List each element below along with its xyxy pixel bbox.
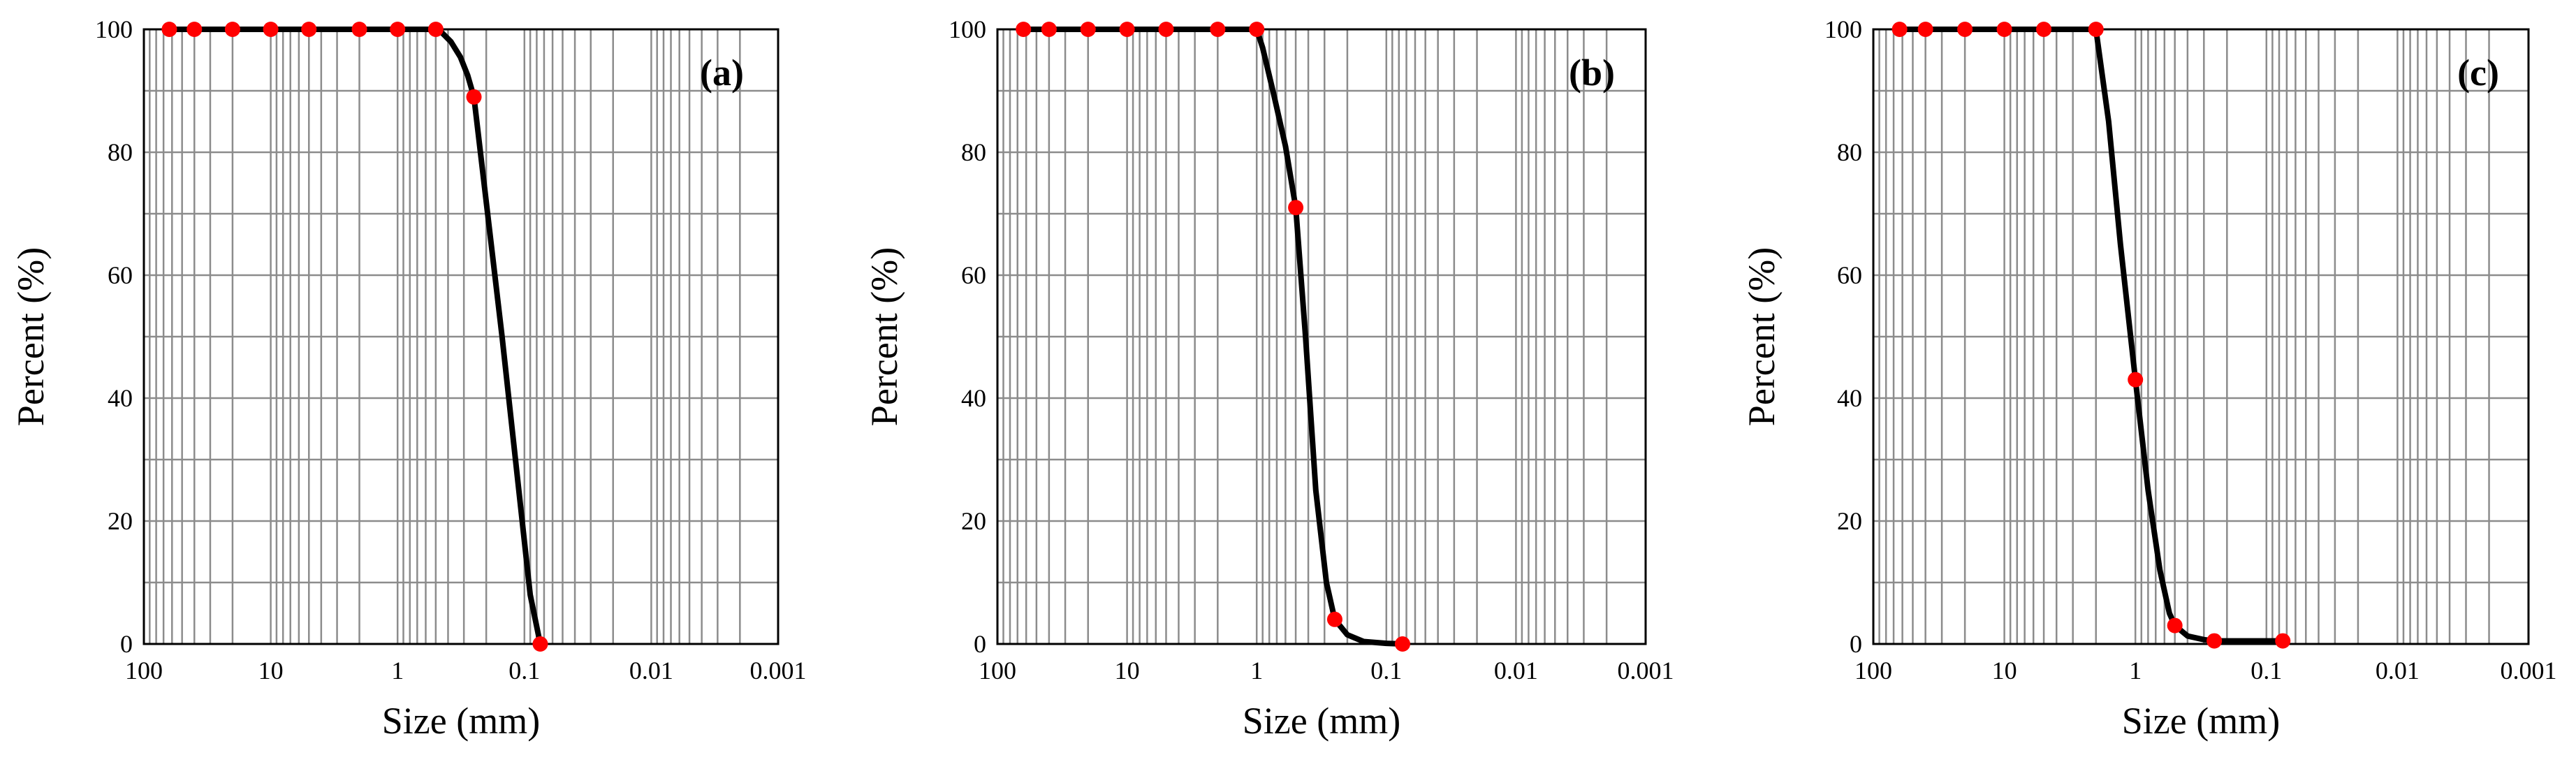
y-tick-label: 20 — [961, 507, 986, 535]
x-axis-title: Size (mm) — [2122, 700, 2280, 742]
x-tick-label: 0.1 — [508, 657, 540, 684]
data-point — [301, 22, 317, 37]
x-tick-label: 10 — [258, 657, 284, 684]
x-axis-title: Size (mm) — [1243, 700, 1400, 742]
data-point — [351, 22, 367, 37]
y-tick-label: 80 — [108, 138, 133, 166]
chart-panel-3: 100 10 1 0.1 0.01 0.001 0 20 40 60 80 100 Size (mm) P… — [1741, 15, 2557, 742]
y-axis-title: Percent (%) — [10, 247, 52, 426]
y-tick-label: 100 — [949, 15, 986, 43]
y-tick-label: 60 — [961, 261, 986, 289]
data-point — [1080, 22, 1096, 37]
horizontal-gridlines — [144, 89, 778, 584]
data-point — [1288, 200, 1304, 216]
y-tick-label: 100 — [1824, 15, 1862, 43]
x-tick-label: 1 — [2129, 657, 2142, 684]
data-point — [1326, 611, 1342, 627]
data-point — [2167, 617, 2183, 633]
plot-area-frame — [996, 28, 1647, 645]
x-tick-label: 10 — [1992, 657, 2017, 684]
data-point — [1394, 636, 1410, 652]
y-tick-label: 40 — [108, 384, 133, 412]
y-tick-label: 0 — [974, 630, 986, 658]
data-point — [2128, 372, 2144, 388]
y-tick-label: 100 — [95, 15, 133, 43]
x-axis-title: Size (mm) — [382, 700, 540, 742]
x-tick-label: 0.01 — [2376, 657, 2420, 684]
data-point — [2207, 633, 2223, 649]
x-tick-label: 100 — [1854, 657, 1892, 684]
x-tick-label: 0.01 — [1494, 657, 1538, 684]
y-tick-label: 20 — [1837, 507, 1862, 535]
x-tick-label: 0.001 — [1618, 657, 1674, 684]
y-axis-title: Percent (%) — [1741, 247, 1783, 426]
y-tick-label: 60 — [1837, 261, 1862, 289]
chart-panel-1: 100 10 1 0.1 0.01 0.001 0 20 40 60 80 100 Size (mm) P… — [10, 15, 807, 742]
y-axis-title: Percent (%) — [863, 247, 905, 426]
plot-area-frame — [1872, 28, 2530, 645]
plot-area-frame — [142, 28, 780, 645]
x-tick-label: 0.001 — [750, 657, 807, 684]
chart-panel-2: 100 10 1 0.1 0.01 0.001 0 20 40 60 80 100 Size (mm) P… — [863, 15, 1674, 742]
panel-label: (b) — [1569, 52, 1615, 94]
series-line — [1020, 27, 1405, 647]
data-point — [1158, 22, 1174, 37]
y-tick-label: 40 — [961, 384, 986, 412]
data-point — [1996, 22, 2012, 37]
data-point — [1249, 22, 1265, 37]
data-point — [161, 22, 177, 37]
data-point — [186, 22, 203, 37]
data-point — [1917, 22, 1933, 37]
data-point — [1016, 22, 1032, 37]
y-tick-label: 0 — [120, 630, 133, 658]
data-point — [1041, 22, 1057, 37]
y-tick-label: 0 — [1850, 630, 1862, 658]
panel-label: (a) — [700, 52, 744, 94]
horizontal-gridlines — [997, 89, 1646, 584]
panel-label: (c) — [2457, 52, 2499, 94]
series-line — [1896, 27, 2286, 644]
x-tick-label: 1 — [391, 657, 404, 684]
data-point — [466, 89, 482, 105]
horizontal-gridlines — [1873, 89, 2529, 584]
data-point — [2036, 22, 2052, 37]
y-tick-label: 60 — [108, 261, 133, 289]
x-tick-label: 1 — [1250, 657, 1263, 684]
y-tick-label: 40 — [1837, 384, 1862, 412]
x-tick-label: 0.1 — [2251, 657, 2282, 684]
x-tick-label: 100 — [125, 657, 163, 684]
data-point — [1957, 22, 1973, 37]
y-tick-label: 80 — [961, 138, 986, 166]
data-point — [1891, 22, 1908, 37]
x-tick-label: 0.001 — [2501, 657, 2557, 684]
x-tick-label: 0.1 — [1370, 657, 1402, 684]
data-point — [1119, 22, 1135, 37]
data-point — [390, 22, 406, 37]
data-point — [2275, 633, 2291, 649]
y-tick-label: 20 — [108, 507, 133, 535]
data-point — [427, 22, 444, 37]
x-tick-label: 0.01 — [629, 657, 673, 684]
data-point — [224, 22, 240, 37]
x-tick-label: 100 — [979, 657, 1016, 684]
x-tick-label: 10 — [1115, 657, 1140, 684]
data-point — [2088, 22, 2104, 37]
data-point — [1210, 22, 1226, 37]
y-tick-label: 80 — [1837, 138, 1862, 166]
data-point — [532, 636, 548, 652]
data-point — [263, 22, 279, 37]
